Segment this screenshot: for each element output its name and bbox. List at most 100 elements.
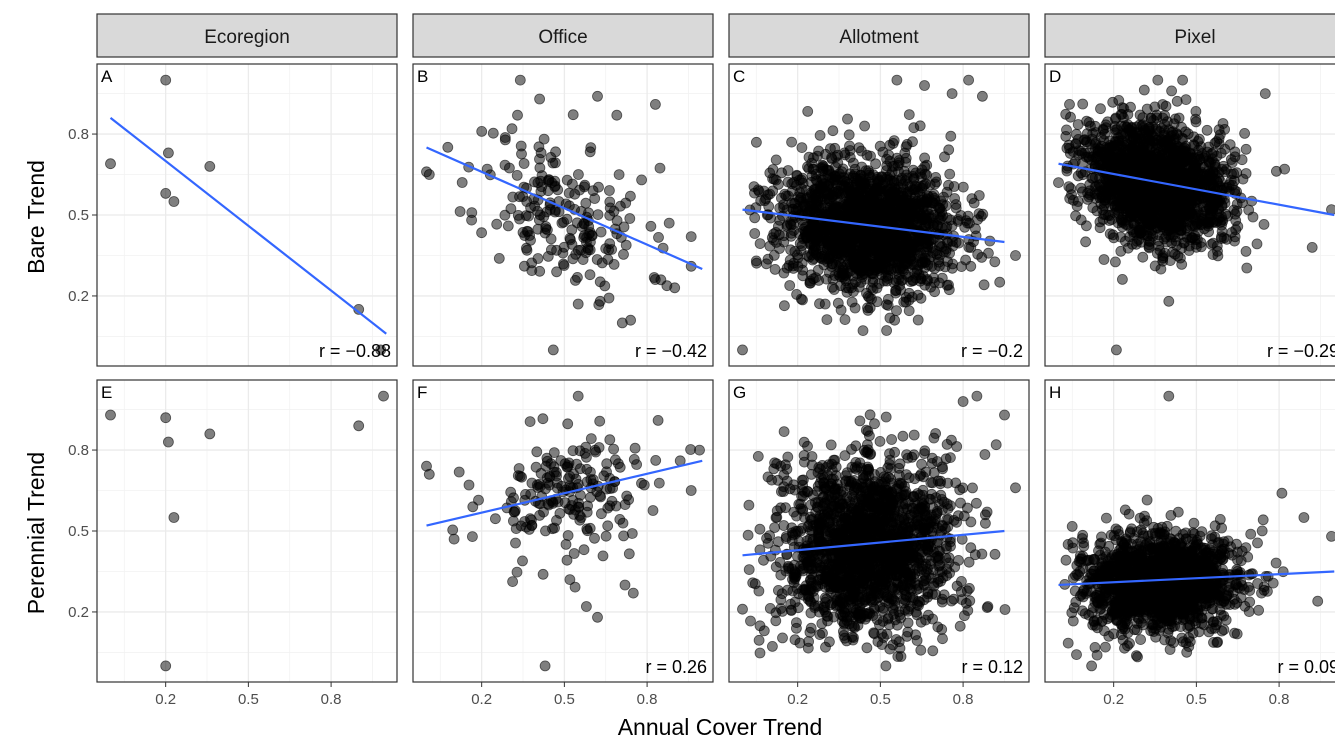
panel-c: Cr = −0.2 bbox=[728, 63, 1030, 367]
facet-strip: Allotment bbox=[728, 13, 1030, 58]
data-point bbox=[1219, 197, 1231, 209]
facet-strip: Pixel bbox=[1044, 13, 1335, 58]
data-point bbox=[882, 299, 894, 311]
correlation-label: r = −0.88 bbox=[319, 341, 391, 361]
data-point bbox=[844, 151, 856, 163]
data-point bbox=[529, 200, 540, 212]
panel-border bbox=[412, 63, 714, 367]
data-point bbox=[685, 231, 697, 243]
data-point bbox=[939, 261, 951, 273]
data-point bbox=[829, 200, 841, 212]
data-point bbox=[168, 196, 180, 207]
data-point bbox=[919, 80, 930, 91]
data-point bbox=[1190, 106, 1202, 117]
data-point bbox=[886, 186, 898, 198]
data-point bbox=[749, 228, 761, 239]
data-point bbox=[599, 280, 611, 292]
data-point bbox=[903, 305, 915, 317]
data-point bbox=[788, 218, 799, 230]
data-point bbox=[621, 490, 633, 502]
data-point bbox=[591, 254, 603, 265]
data-point bbox=[810, 186, 821, 198]
data-point bbox=[1216, 226, 1228, 238]
data-points bbox=[105, 390, 389, 672]
data-point bbox=[617, 517, 629, 529]
x-tick-label: 0.5 bbox=[554, 691, 575, 708]
y-tick-label: 0.2 bbox=[68, 288, 89, 305]
data-point bbox=[778, 520, 790, 531]
data-point bbox=[608, 443, 619, 455]
data-point bbox=[1150, 143, 1162, 155]
data-point bbox=[876, 180, 888, 191]
data-point bbox=[860, 273, 872, 285]
panel-border bbox=[1044, 63, 1335, 367]
data-point bbox=[1108, 180, 1119, 192]
data-point bbox=[454, 206, 466, 217]
data-point bbox=[749, 212, 761, 224]
data-point bbox=[1240, 143, 1252, 155]
data-point bbox=[973, 190, 985, 201]
data-point bbox=[950, 199, 962, 210]
data-point bbox=[822, 244, 833, 256]
data-point bbox=[839, 450, 851, 462]
data-point bbox=[562, 530, 574, 541]
data-point bbox=[1080, 236, 1091, 248]
data-point bbox=[511, 566, 523, 578]
panel-border bbox=[728, 63, 1030, 367]
data-point bbox=[506, 123, 518, 135]
data-point bbox=[473, 494, 484, 506]
data-point bbox=[505, 203, 517, 215]
data-point bbox=[827, 281, 838, 293]
data-point bbox=[423, 468, 435, 480]
data-point bbox=[1183, 245, 1195, 256]
data-point bbox=[1229, 235, 1240, 247]
data-point bbox=[840, 231, 852, 243]
data-point bbox=[1094, 222, 1106, 234]
data-point bbox=[594, 490, 606, 502]
data-point bbox=[804, 224, 816, 236]
data-point bbox=[956, 261, 967, 273]
data-point bbox=[614, 461, 626, 473]
data-point bbox=[375, 344, 387, 356]
data-point bbox=[1142, 129, 1153, 141]
data-point bbox=[585, 236, 596, 248]
data-point bbox=[604, 434, 616, 446]
data-point bbox=[592, 90, 603, 102]
data-point bbox=[902, 617, 914, 629]
panel-grid bbox=[97, 380, 397, 682]
data-point bbox=[606, 244, 617, 255]
data-point bbox=[959, 221, 971, 233]
data-point bbox=[970, 223, 981, 235]
data-point bbox=[618, 221, 630, 233]
data-point bbox=[1229, 146, 1241, 158]
data-point bbox=[858, 257, 870, 269]
data-point bbox=[604, 185, 615, 196]
data-point bbox=[515, 140, 527, 152]
data-point bbox=[854, 173, 866, 184]
data-point bbox=[611, 109, 623, 121]
data-point bbox=[948, 181, 960, 192]
data-point bbox=[795, 192, 807, 204]
data-point bbox=[1053, 177, 1064, 189]
data-point bbox=[1115, 245, 1127, 257]
data-points bbox=[421, 390, 705, 672]
data-point bbox=[516, 471, 527, 483]
data-point bbox=[569, 188, 581, 200]
data-point bbox=[521, 225, 533, 237]
facet-strip-background bbox=[1044, 13, 1335, 58]
data-point bbox=[514, 191, 525, 203]
data-point bbox=[884, 174, 896, 186]
panel-tag-label: A bbox=[101, 67, 113, 86]
data-point bbox=[654, 162, 666, 174]
data-point bbox=[767, 641, 778, 652]
data-point bbox=[499, 159, 511, 171]
data-point bbox=[575, 244, 587, 256]
data-point bbox=[533, 214, 545, 226]
data-point bbox=[556, 480, 567, 492]
data-point bbox=[559, 497, 571, 509]
y-tick-label: 0.5 bbox=[68, 523, 89, 540]
data-point bbox=[912, 239, 923, 251]
data-point bbox=[1094, 186, 1106, 197]
data-point bbox=[903, 287, 915, 299]
data-point bbox=[581, 523, 593, 535]
